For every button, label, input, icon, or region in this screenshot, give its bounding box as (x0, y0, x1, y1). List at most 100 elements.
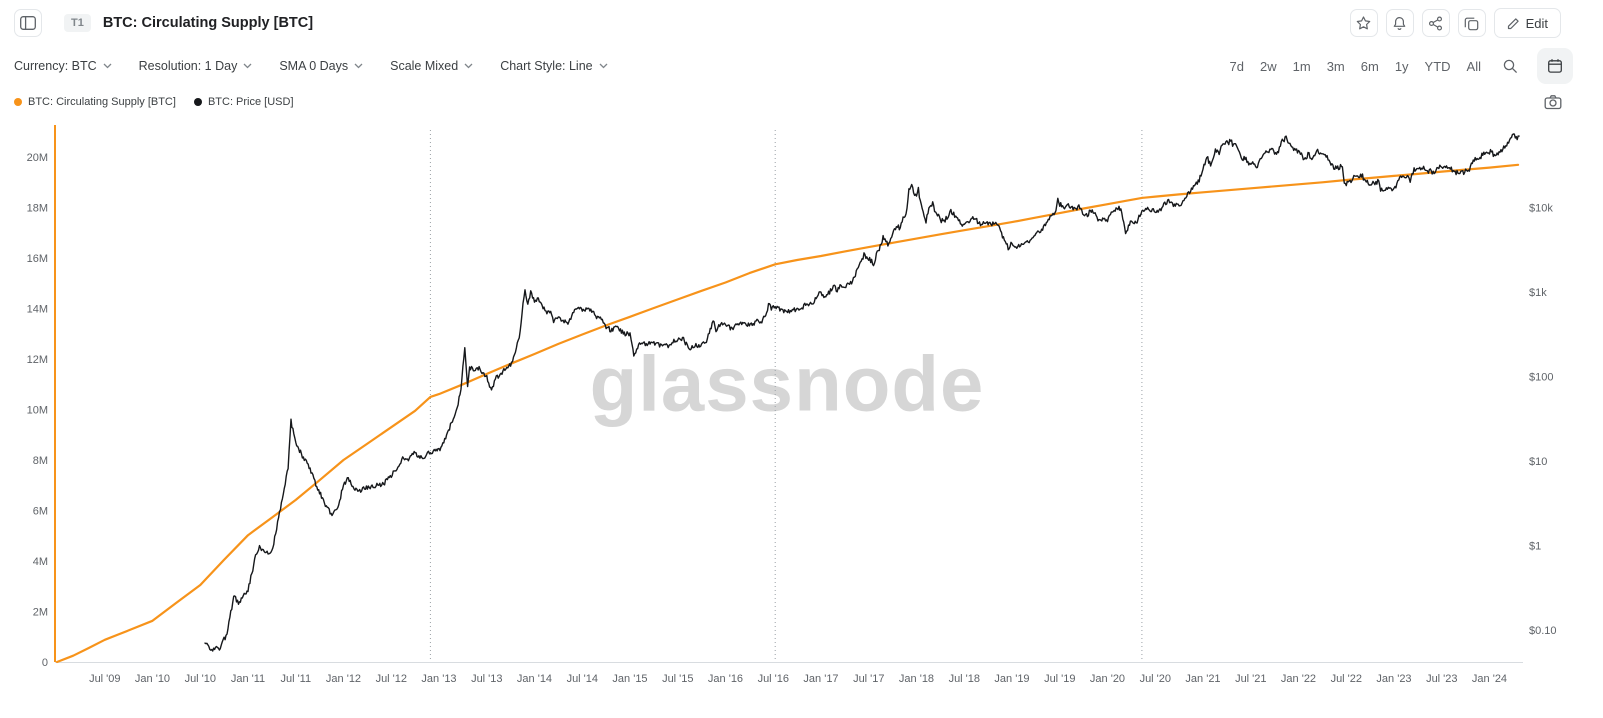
right-tick-label: $1 (1529, 541, 1541, 553)
x-tick-label: Jul '11 (280, 673, 311, 685)
legend-item-supply[interactable]: BTC: Circulating Supply [BTC] (14, 96, 176, 108)
share-icon (1429, 16, 1443, 31)
time-range-group: 7d 2w 1m 3m 6m 1y YTD All (1224, 48, 1573, 84)
right-tick-label: $1k (1529, 287, 1547, 299)
resolution-dropdown[interactable]: Resolution: 1 Day (139, 59, 253, 73)
chart-style-dropdown-label: Chart Style: Line (500, 59, 593, 73)
alerts-button[interactable] (1385, 9, 1414, 37)
x-tick-label: Jan '19 (994, 673, 1029, 685)
zoom-select-button[interactable] (1497, 53, 1523, 79)
range-7d[interactable]: 7d (1224, 56, 1250, 77)
scale-dropdown-label: Scale Mixed (390, 59, 459, 73)
toggle-sidebar-button[interactable] (14, 9, 42, 37)
sma-dropdown-label: SMA 0 Days (279, 59, 349, 73)
x-tick-label: Jan '16 (708, 673, 743, 685)
x-tick-label: Jul '23 (1426, 673, 1457, 685)
chevron-down-icon (354, 63, 363, 69)
edit-button-label: Edit (1525, 15, 1548, 31)
header-bar: T1 BTC: Circulating Supply [BTC] (0, 0, 1603, 46)
x-tick-label: Jan '18 (899, 673, 934, 685)
scale-dropdown[interactable]: Scale Mixed (390, 59, 473, 73)
screenshot-button[interactable] (1541, 90, 1565, 114)
x-tick-label: Jan '23 (1376, 673, 1411, 685)
sma-dropdown[interactable]: SMA 0 Days (279, 59, 363, 73)
x-tick-label: Jan '21 (1185, 673, 1220, 685)
left-tick-label: 0 (42, 657, 48, 669)
x-tick-label: Jul '10 (185, 673, 216, 685)
header-actions: Edit (1349, 8, 1561, 38)
range-ytd[interactable]: YTD (1419, 56, 1457, 77)
x-tick-label: Jul '20 (1140, 673, 1171, 685)
x-tick-label: Jul '17 (853, 673, 884, 685)
legend-price-label: BTC: Price [USD] (207, 96, 294, 108)
resolution-dropdown-label: Resolution: 1 Day (138, 59, 238, 73)
supply-series-dot (14, 98, 22, 106)
x-tick-label: Jul '22 (1331, 673, 1362, 685)
glassnode-watermark: glassnode (589, 339, 985, 428)
range-all[interactable]: All (1461, 56, 1487, 77)
x-tick-label: Jul '16 (758, 673, 789, 685)
chevron-down-icon (599, 63, 608, 69)
left-tick-label: 2M (33, 607, 48, 619)
left-tick-label: 14M (27, 304, 48, 316)
right-tick-label: $0.10 (1529, 625, 1557, 637)
currency-dropdown-label: Currency: BTC (14, 59, 97, 73)
range-2w[interactable]: 2w (1254, 56, 1283, 77)
range-6m[interactable]: 6m (1355, 56, 1385, 77)
page-title: BTC: Circulating Supply [BTC] (102, 15, 314, 31)
bell-icon (1393, 16, 1406, 30)
chart-style-dropdown[interactable]: Chart Style: Line (500, 59, 608, 73)
pencil-icon (1507, 17, 1519, 29)
x-tick-label: Jan '20 (1090, 673, 1125, 685)
x-tick-label: Jan '10 (135, 673, 170, 685)
calendar-icon (1548, 59, 1562, 73)
right-tick-label: $10k (1529, 203, 1553, 215)
right-tick-label: $10 (1529, 456, 1547, 468)
chevron-down-icon (243, 63, 252, 69)
star-icon (1356, 16, 1371, 30)
chart-legend: BTC: Circulating Supply [BTC] BTC: Price… (0, 88, 1603, 116)
x-tick-label: Jan '11 (231, 673, 265, 685)
legend-supply-label: BTC: Circulating Supply [BTC] (28, 96, 176, 108)
range-1m[interactable]: 1m (1287, 56, 1317, 77)
x-tick-label: Jul '13 (471, 673, 502, 685)
duplicate-button[interactable] (1457, 9, 1486, 37)
x-tick-label: Jan '15 (612, 673, 647, 685)
calendar-button[interactable] (1537, 48, 1573, 84)
x-tick-label: Jul '09 (89, 673, 120, 685)
chart-toolbar: Currency: BTC Resolution: 1 Day SMA 0 Da… (0, 46, 1603, 86)
left-tick-label: 10M (27, 405, 48, 417)
left-tick-label: 12M (27, 354, 48, 366)
left-tick-label: 18M (27, 203, 48, 215)
range-1y[interactable]: 1y (1389, 56, 1415, 77)
panel-toggle-icon (20, 16, 36, 30)
x-tick-label: Jan '12 (326, 673, 361, 685)
x-tick-label: Jan '13 (421, 673, 456, 685)
range-3m[interactable]: 3m (1321, 56, 1351, 77)
x-tick-label: Jan '24 (1472, 673, 1507, 685)
chevron-down-icon (464, 63, 473, 69)
currency-dropdown[interactable]: Currency: BTC (14, 59, 112, 73)
left-tick-label: 20M (27, 152, 48, 164)
chevron-down-icon (103, 63, 112, 69)
magnifier-icon (1503, 59, 1517, 73)
x-tick-label: Jul '19 (1044, 673, 1075, 685)
left-tick-label: 16M (27, 253, 48, 265)
x-tick-label: Jul '21 (1235, 673, 1266, 685)
copy-icon (1464, 17, 1479, 30)
tab-badge[interactable]: T1 (64, 14, 91, 32)
x-tick-label: Jul '14 (567, 673, 598, 685)
left-tick-label: 8M (33, 455, 48, 467)
x-tick-label: Jan '22 (1281, 673, 1316, 685)
share-button[interactable] (1421, 9, 1450, 37)
x-tick-label: Jul '12 (376, 673, 407, 685)
right-tick-label: $100 (1529, 372, 1553, 384)
camera-icon (1544, 95, 1562, 110)
left-tick-label: 4M (33, 556, 48, 568)
edit-button[interactable]: Edit (1493, 8, 1561, 38)
legend-item-price[interactable]: BTC: Price [USD] (193, 96, 294, 108)
x-tick-label: Jul '18 (949, 673, 980, 685)
price-series-line (204, 133, 1520, 652)
favorite-button[interactable] (1349, 9, 1378, 37)
